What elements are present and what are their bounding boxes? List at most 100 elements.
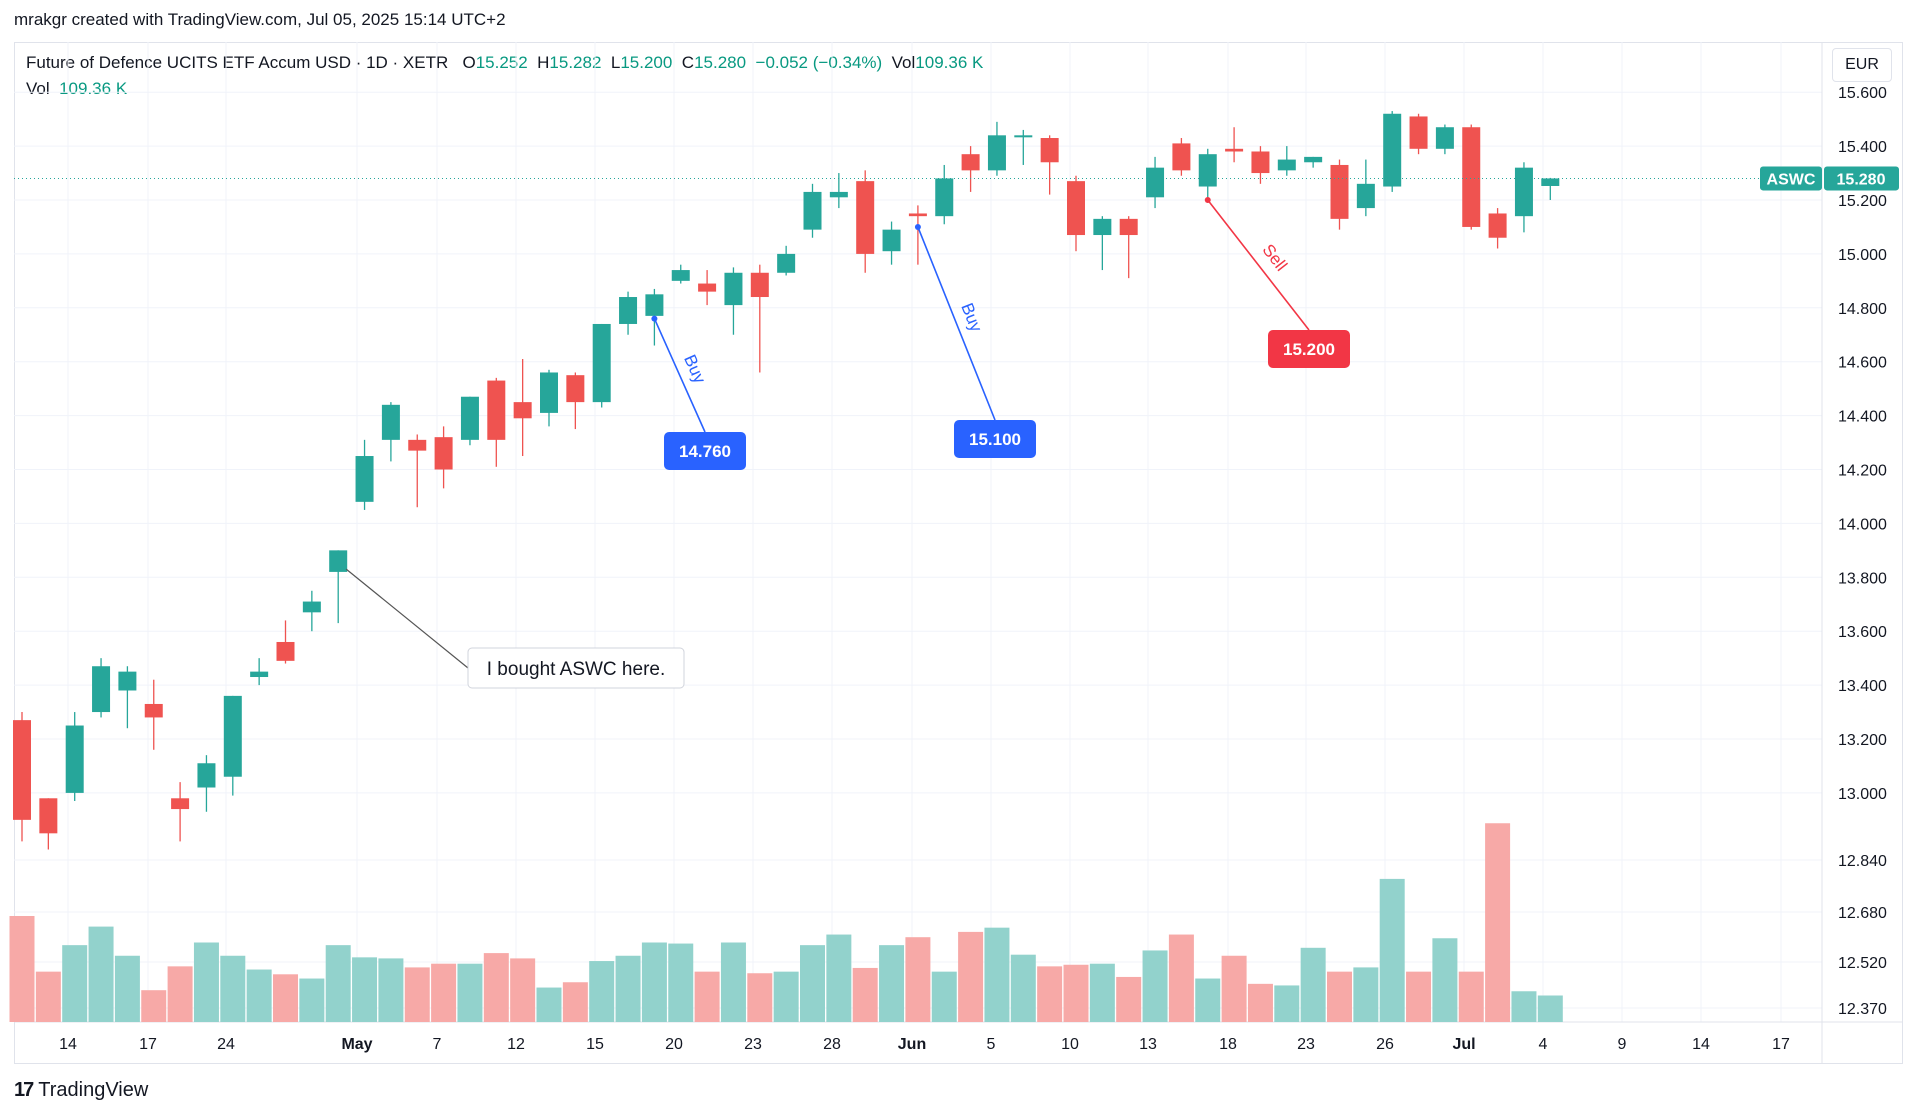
buy-label: Buy [680,352,709,387]
candle-body [118,671,137,691]
volume-bar [35,971,61,1022]
price-tick-label: 12.680 [1838,905,1887,922]
price-tick-label: 12.520 [1838,955,1887,972]
price-tick-label: 12.370 [1838,1001,1887,1018]
high-value: 15.282 [549,53,602,72]
tradingview-brand: TradingView [38,1079,149,1101]
volume-bar [352,957,378,1022]
currency-button[interactable]: EUR [1832,48,1892,82]
chart-credit: mrakgr created with TradingView.com, Jul… [14,10,506,29]
callout-connector [345,568,469,669]
candle-body [1330,164,1349,219]
close-value: 15.280 [694,53,747,72]
sell-price-value: 15.200 [1283,340,1335,359]
candle-body [592,323,611,403]
volume-bar [747,973,773,1022]
candle-body [355,456,374,502]
buy-price-value: 14.760 [679,442,731,461]
price-tick-label: 13.600 [1838,624,1887,641]
price-tick-label: 13.800 [1838,570,1887,587]
candle-body [961,154,980,171]
volume-bar [431,963,457,1022]
volume-bar [141,990,167,1022]
candle-body [1383,113,1402,187]
price-tick-label: 14.200 [1838,463,1887,480]
candle-body [1435,127,1454,149]
volume-bar [773,971,799,1022]
volume-bar [615,955,641,1022]
candle-body [908,213,927,217]
buy-label: Buy [957,300,986,335]
volume-bar [694,971,720,1022]
candle-body [1040,138,1059,163]
candle-body [39,798,58,834]
time-tick-label: 23 [1297,1036,1315,1053]
volume-bar [931,971,957,1022]
candle-body [65,725,84,793]
candle-body [566,375,585,403]
candle-body [1014,135,1033,138]
time-tick-label: 14 [1692,1036,1710,1053]
candle-body [1172,143,1191,171]
volume-bar [378,958,404,1022]
candle-body [1462,127,1481,227]
volume-bar [299,978,325,1022]
time-tick-label: 5 [987,1036,996,1053]
volume-bar [167,966,193,1022]
candle-body [540,372,558,413]
candle-body [671,270,690,281]
candle-body [487,380,506,440]
time-tick-label: 26 [1376,1036,1394,1053]
high-label: H [537,53,550,72]
volume-bar [984,927,1010,1022]
symbol-legend: Future of Defence UCITS ETF Accum USD · … [26,53,983,73]
candle-body [1409,116,1428,149]
vol-row-value: 109.36 K [59,79,128,98]
volume-bar [273,974,298,1022]
volume-legend: Vol 109.36 K [26,79,127,99]
volume-bar [905,937,931,1022]
volume-bar [1037,966,1063,1022]
candle-body [987,135,1006,171]
symbol-tag-label: ASWC [1767,171,1816,188]
volume-bar [62,945,88,1022]
price-tick-label: 13.000 [1838,786,1887,803]
symbol-name[interactable]: Future of Defence UCITS ETF Accum USD · … [26,53,449,72]
volume-bar [958,931,984,1022]
callout-box [467,647,685,689]
candle-body [1488,213,1507,238]
volume-bar [562,982,588,1022]
volume-bar [1195,978,1221,1022]
candle-body [619,297,638,324]
low-value: 15.200 [620,53,673,72]
candle-body [829,191,848,198]
close-label: C [681,53,695,72]
buy-price-value: 15.100 [969,430,1021,449]
volume-bar [325,945,351,1022]
candle-body [698,283,717,292]
open-label: O [462,53,476,72]
candle-body [1146,167,1165,198]
candle-body [1119,218,1138,236]
time-tick-label: 18 [1219,1036,1237,1053]
volume-bar [668,943,694,1022]
volume-bar [589,961,615,1022]
candle-body [1356,183,1375,209]
time-tick-label: 9 [1618,1036,1627,1053]
vol-row-label[interactable]: Vol [26,79,50,98]
candle-body [144,703,163,718]
volume-bar [1063,964,1089,1022]
volume-bar [1458,971,1484,1022]
tradingview-logo[interactable]: 17 TradingView [14,1079,148,1102]
candle-body [1514,167,1533,217]
symbol-tag-bg [1760,166,1822,191]
candle-body [724,272,743,306]
volume-bar [1353,967,1379,1022]
time-tick-label: 20 [665,1036,683,1053]
volume-bar [852,967,878,1022]
time-tick-label: 17 [1772,1036,1790,1053]
buy-price-badge [954,420,1036,458]
volume-bar [1089,963,1115,1022]
candle-body [381,404,400,440]
